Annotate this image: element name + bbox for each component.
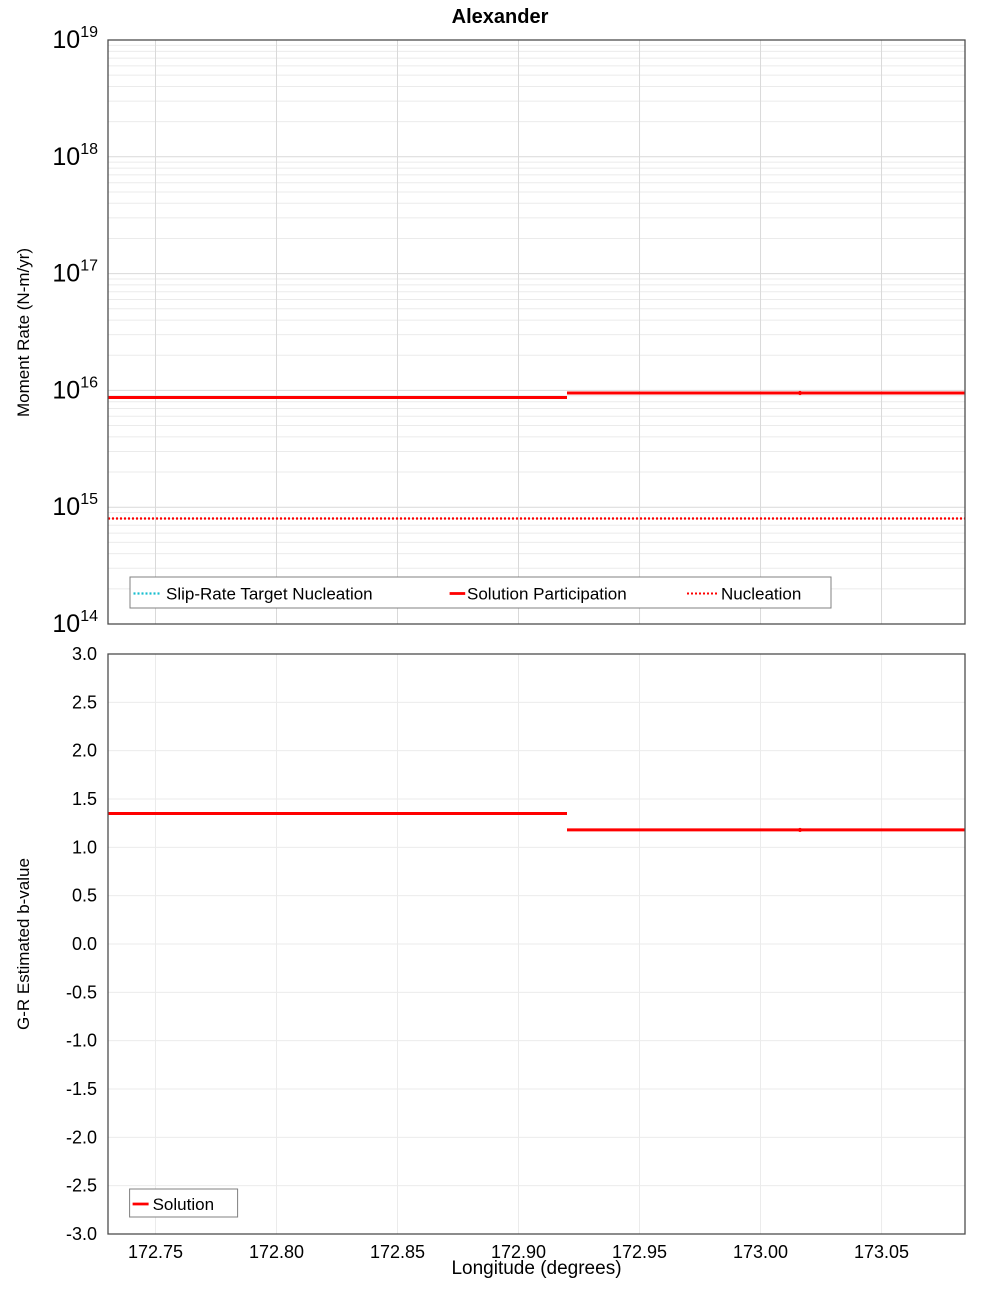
svg-text:1016: 1016 <box>52 374 98 404</box>
svg-text:1014: 1014 <box>52 608 98 638</box>
svg-text:2.5: 2.5 <box>72 692 97 712</box>
svg-text:-3.0: -3.0 <box>66 1224 97 1244</box>
svg-text:-2.0: -2.0 <box>66 1127 97 1147</box>
svg-text:172.95: 172.95 <box>612 1242 667 1262</box>
svg-text:0.0: 0.0 <box>72 934 97 954</box>
svg-text:-1.0: -1.0 <box>66 1031 97 1051</box>
svg-text:2.0: 2.0 <box>72 741 97 761</box>
svg-text:1017: 1017 <box>52 258 98 288</box>
svg-text:Slip-Rate Target Nucleation: Slip-Rate Target Nucleation <box>166 585 373 604</box>
svg-text:-0.5: -0.5 <box>66 982 97 1002</box>
svg-text:-2.5: -2.5 <box>66 1176 97 1196</box>
svg-text:-1.5: -1.5 <box>66 1079 97 1099</box>
svg-text:1.5: 1.5 <box>72 789 97 809</box>
svg-text:Nucleation: Nucleation <box>721 585 801 604</box>
svg-text:172.80: 172.80 <box>249 1242 304 1262</box>
svg-text:Solution: Solution <box>153 1195 214 1214</box>
svg-text:1.0: 1.0 <box>72 837 97 857</box>
svg-text:172.90: 172.90 <box>491 1242 546 1262</box>
svg-text:Solution Participation: Solution Participation <box>467 585 627 604</box>
svg-text:172.75: 172.75 <box>128 1242 183 1262</box>
svg-text:173.00: 173.00 <box>733 1242 788 1262</box>
svg-text:0.5: 0.5 <box>72 886 97 906</box>
svg-text:172.85: 172.85 <box>370 1242 425 1262</box>
svg-text:1015: 1015 <box>52 491 98 521</box>
svg-text:3.0: 3.0 <box>72 644 97 664</box>
svg-text:173.05: 173.05 <box>854 1242 909 1262</box>
svg-text:1019: 1019 <box>52 24 98 54</box>
svg-text:1018: 1018 <box>52 141 98 171</box>
